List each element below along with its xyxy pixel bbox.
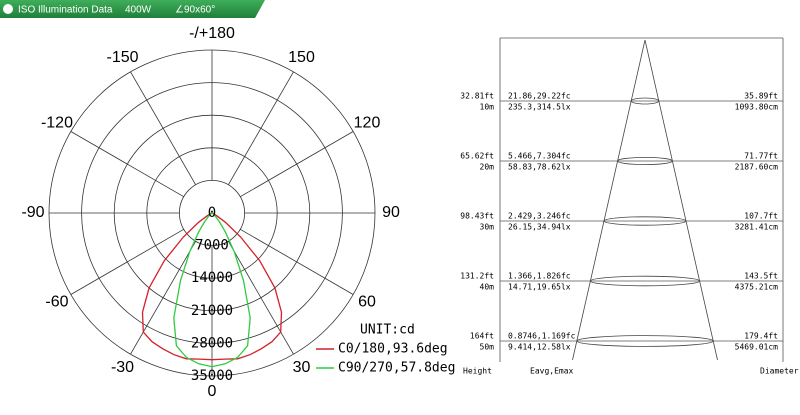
polar-chart: -/+180 -150 150 -120 120 -90 90 -60 60 -30 30 0 0 700…	[21, 25, 455, 400]
eavg-lx: 9.414,12.58lx	[508, 343, 571, 352]
height-m: 40m	[480, 283, 495, 292]
header-bar	[0, 0, 265, 18]
cone-ellipse	[603, 216, 687, 226]
cone-diagram: 32.81ft 10m 21.86,29.22fc 235.3,314.5lx 35.8…	[460, 37, 799, 376]
grid-spoke	[227, 241, 294, 355]
angle-label: -120	[41, 115, 73, 132]
grid-spoke	[70, 131, 184, 198]
radial-label: 21000	[191, 303, 233, 319]
series-line	[141, 212, 283, 361]
height-ft: 131.2ft	[460, 272, 494, 281]
header-power: 400W	[125, 5, 152, 16]
cone-ellipse	[576, 335, 714, 347]
height-ft: 164ft	[470, 332, 494, 341]
angle-label: -60	[45, 294, 68, 311]
legend-label: C0/180,93.6deg	[338, 342, 448, 357]
angle-label: -90	[21, 204, 44, 221]
height-m: 30m	[480, 223, 495, 232]
radial-label: 14000	[191, 270, 233, 286]
diameter-cm: 5469.01cm	[735, 343, 779, 352]
grid-spoke	[70, 228, 184, 295]
legend-label: C90/270,57.8deg	[338, 361, 455, 376]
eavg-fc: 5.466,7.304fc	[508, 152, 571, 161]
angle-label: 30	[293, 359, 311, 376]
angle-label: -150	[106, 49, 138, 66]
grid-spoke	[130, 241, 197, 355]
angle-label: 150	[288, 49, 315, 66]
height-ft: 32.81ft	[460, 92, 494, 101]
diameter-ft: 107.7ft	[744, 212, 778, 221]
diameter-ft: 71.77ft	[744, 152, 778, 161]
diameter-cm: 1093.80cm	[735, 103, 779, 112]
diameter-cm: 4375.21cm	[735, 283, 779, 292]
diameter-cm: 3281.41cm	[735, 223, 779, 232]
radial-label: 0	[208, 205, 216, 221]
header-beam: ∠90x60°	[175, 5, 215, 16]
cone-edge	[572, 39, 646, 361]
angle-label: 120	[354, 115, 381, 132]
eavg-lx: 235.3,314.5lx	[508, 103, 571, 112]
angle-label: -/+180	[189, 25, 235, 42]
grid-spoke	[240, 228, 354, 295]
cone-edge	[644, 39, 718, 361]
cone-ellipse	[630, 97, 660, 105]
header-title: ISO Illumination Data	[18, 5, 113, 16]
column-header: Eavg,Emax	[530, 367, 574, 376]
diameter-ft: 35.89ft	[744, 92, 778, 101]
angle-label: 60	[358, 294, 376, 311]
angle-label: 0	[208, 383, 217, 400]
unit-label: UNIT:cd	[360, 323, 415, 338]
eavg-fc: 2.429,3.246fc	[508, 212, 571, 221]
diameter-ft: 179.4ft	[744, 332, 778, 341]
grid-spoke	[240, 131, 354, 198]
radial-label: 7000	[195, 238, 229, 254]
height-m: 50m	[480, 343, 495, 352]
grid-spoke	[130, 71, 197, 185]
eavg-fc: 1.366,1.826fc	[508, 272, 571, 281]
column-header: Diameter	[760, 367, 799, 376]
angle-label: -30	[111, 359, 134, 376]
height-ft: 65.62ft	[460, 152, 494, 161]
header-icon	[3, 4, 13, 14]
diameter-ft: 143.5ft	[744, 272, 778, 281]
radial-label: 28000	[191, 335, 233, 351]
eavg-fc: 21.86,29.22fc	[508, 92, 571, 101]
grid-spoke	[227, 71, 294, 185]
height-ft: 98.43ft	[460, 212, 494, 221]
height-m: 10m	[480, 103, 495, 112]
diameter-cm: 2187.60cm	[735, 163, 779, 172]
cone-ellipse	[617, 156, 673, 165]
height-m: 20m	[480, 163, 495, 172]
series-line	[173, 212, 251, 368]
eavg-lx: 58.83,78.62lx	[508, 163, 571, 172]
column-header: Height	[463, 367, 492, 376]
eavg-fc: 0.8746,1.169fc	[508, 332, 576, 341]
angle-label: 90	[382, 204, 400, 221]
radial-label: 35000	[191, 368, 233, 384]
eavg-lx: 26.15,34.94lx	[508, 223, 571, 232]
cone-ellipse	[589, 275, 701, 287]
eavg-lx: 14.71,19.65lx	[508, 283, 571, 292]
